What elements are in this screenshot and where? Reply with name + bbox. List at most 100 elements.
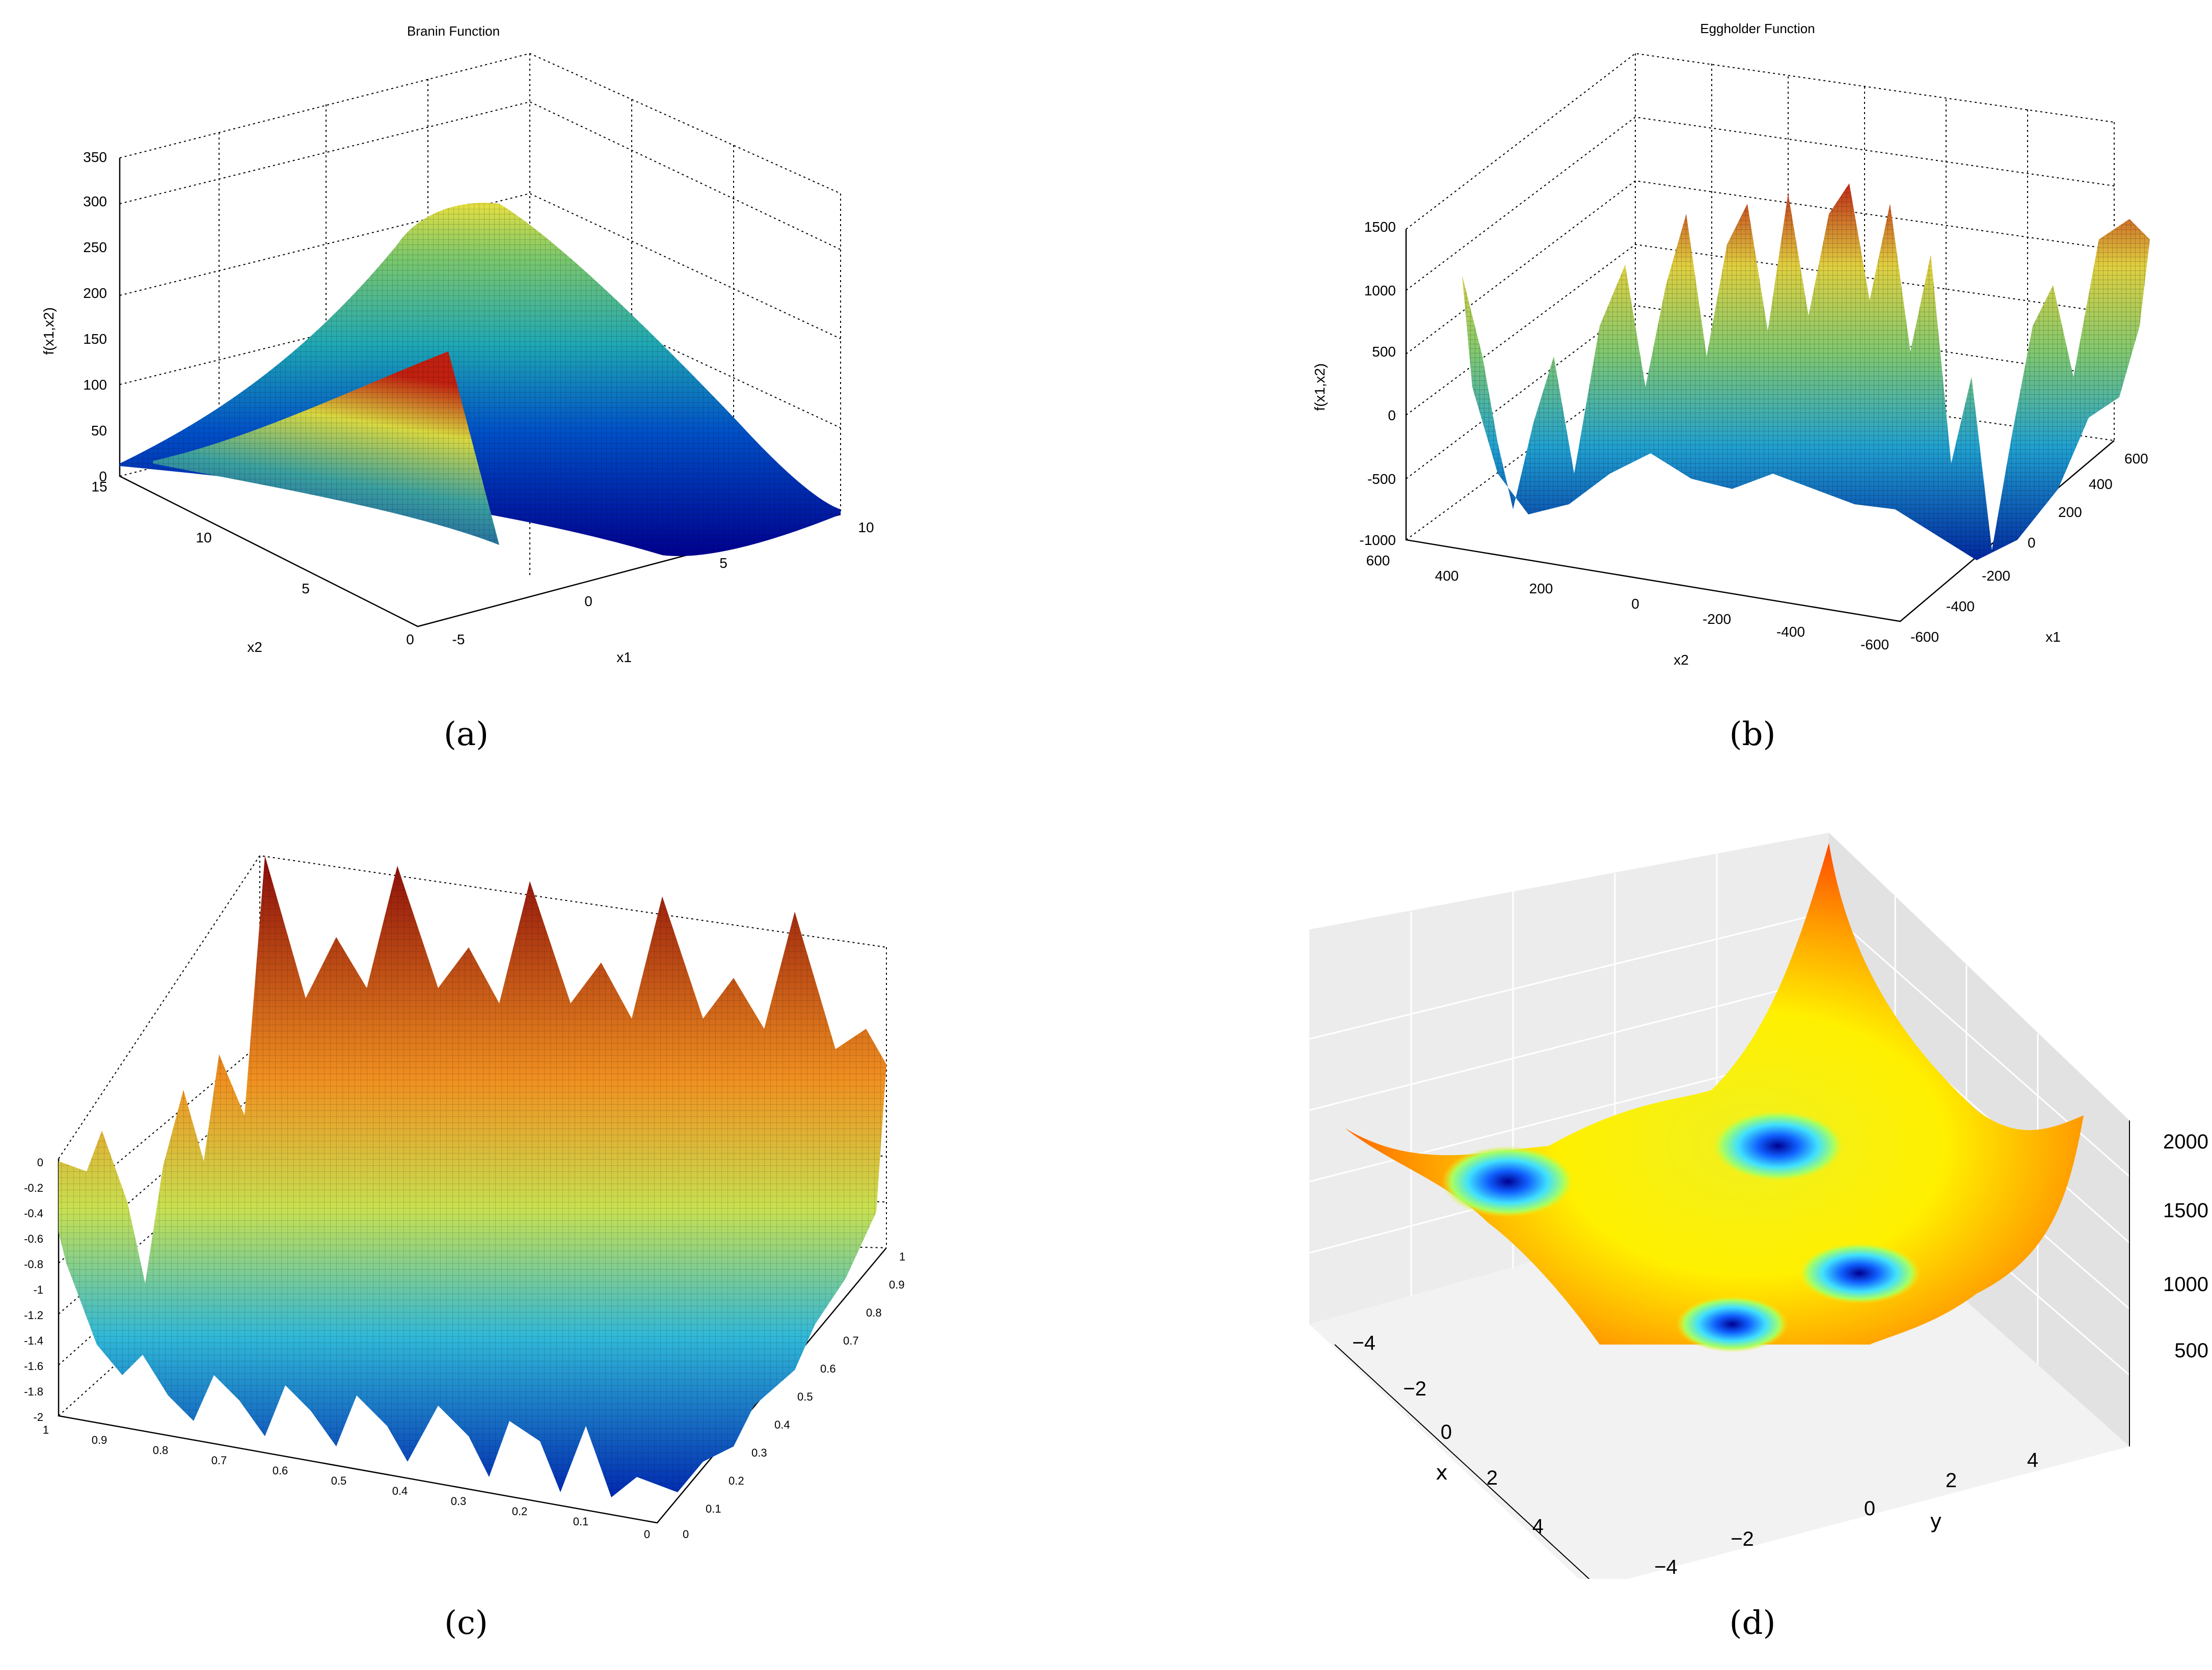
eggholder-ylabel: x2 xyxy=(1674,652,1689,668)
z-tick-label: -1.8 xyxy=(24,1385,43,1398)
x-tick-label: 4 xyxy=(1532,1515,1544,1538)
himmelblau-axes xyxy=(1334,1120,2130,1579)
y-tick-label: 0.9 xyxy=(889,1278,905,1291)
x-tick-label: 0.7 xyxy=(211,1454,227,1467)
z-tick-label: 1000 xyxy=(1364,283,1396,298)
caption-a: (a) xyxy=(443,716,489,753)
eggholder-zlabel: f(x1,x2) xyxy=(1312,363,1328,410)
eggcrate-xticks: 1 0.9 0.8 0.7 0.6 0.5 0.4 0.3 0.2 0.1 0 xyxy=(43,1423,650,1541)
caption-d: (d) xyxy=(1729,1604,1776,1642)
surface-minimum xyxy=(1676,1296,1788,1352)
branin-xlabel: x1 xyxy=(616,649,632,665)
z-tick-label: 0 xyxy=(37,1156,43,1169)
eggcrate-zticks: 0 -0.2 -0.4 -0.6 -0.8 -1 -1.2 -1.4 -1.6 … xyxy=(24,1156,43,1423)
z-tick-label: 1500 xyxy=(1364,219,1396,235)
x-tick-label: −4 xyxy=(1352,1332,1375,1354)
z-tick-label: 300 xyxy=(83,194,107,209)
x-tick-label: 0.3 xyxy=(451,1495,467,1508)
y-tick-label: 0.3 xyxy=(751,1446,767,1459)
eggcrate-svg: 0 -0.2 -0.4 -0.6 -0.8 -1 -1.2 -1.4 -1.6 … xyxy=(24,855,905,1541)
z-tick-label: 500 xyxy=(2174,1339,2208,1362)
z-tick-label: 200 xyxy=(83,285,107,301)
chart-himmelblau: 2000 1500 1000 500 −4 −2 0 2 4 −4 −2 0 2… xyxy=(1223,815,2212,1579)
y-tick-label: 0.4 xyxy=(774,1418,790,1431)
x-tick-label: 0.5 xyxy=(331,1474,347,1487)
z-tick-label: 350 xyxy=(83,149,107,165)
x2-tick-label: 10 xyxy=(196,530,211,545)
x1-tick-label: 200 xyxy=(2058,504,2082,520)
caption-c: (c) xyxy=(444,1604,488,1642)
branin-zticks: 0 50 100 150 200 250 300 350 xyxy=(83,149,107,484)
himmelblau-zticks: 2000 1500 1000 500 xyxy=(2163,1131,2208,1362)
himmelblau-xticks: −4 −2 0 2 4 xyxy=(1352,1332,1544,1538)
surface-minimum xyxy=(1798,1243,1921,1304)
x1-tick-label: 5 xyxy=(719,555,727,571)
x2-tick-label: 200 xyxy=(1529,581,1553,596)
branin-x1-ticks: -5 0 5 10 xyxy=(452,519,874,647)
x1-tick-label: -200 xyxy=(1982,568,2010,584)
z-tick-label: -1 xyxy=(33,1283,43,1296)
x-tick-label: 0.9 xyxy=(92,1434,107,1446)
z-tick-label: -1000 xyxy=(1359,532,1396,548)
x-tick-label: 0.4 xyxy=(392,1485,408,1497)
x1-tick-label: 600 xyxy=(2124,451,2148,467)
x-tick-label: 0 xyxy=(644,1528,650,1541)
surface-minimum xyxy=(1442,1146,1574,1217)
x1-tick-label: 0 xyxy=(2028,535,2036,551)
z-tick-label: -0.2 xyxy=(24,1182,43,1194)
z-tick-label: 0 xyxy=(1388,407,1396,423)
y-tick-label: 0.8 xyxy=(866,1306,882,1319)
y-tick-label: 0.6 xyxy=(820,1362,836,1375)
eggcrate-yticks: 0 0.1 0.2 0.3 0.4 0.5 0.6 0.7 0.8 0.9 1 xyxy=(683,1250,905,1541)
x1-tick-label: 0 xyxy=(584,593,592,609)
branin-zlabel: f(x1,x2) xyxy=(41,307,57,354)
x1-tick-label: 400 xyxy=(2089,476,2113,492)
z-tick-label: 500 xyxy=(1372,344,1396,360)
x2-tick-label: 600 xyxy=(1366,553,1390,568)
branin-ylabel: x2 xyxy=(247,639,262,655)
eggholder-surface xyxy=(1462,183,2150,560)
x2-tick-label: 15 xyxy=(91,479,107,495)
branin-surface xyxy=(120,203,841,556)
z-tick-label: 50 xyxy=(91,423,107,439)
himmelblau-ylabel: y xyxy=(1930,1510,1942,1533)
y-tick-label: 2 xyxy=(1946,1469,1957,1492)
eggholder-x2-ticks: 600 400 200 0 -200 -400 -600 xyxy=(1366,553,1889,652)
himmelblau-svg: 2000 1500 1000 500 −4 −2 0 2 4 −4 −2 0 2… xyxy=(1309,833,2208,1579)
z-tick-label: 2000 xyxy=(2163,1131,2208,1153)
x1-tick-label: -400 xyxy=(1946,598,1975,614)
x-tick-label: −2 xyxy=(1403,1378,1426,1400)
y-tick-label: 0 xyxy=(683,1528,689,1541)
z-tick-label: -1.6 xyxy=(24,1360,43,1373)
x2-tick-label: 0 xyxy=(1631,596,1639,612)
branin-svg: Branin Function 0 50 100 150 200 250 300… xyxy=(41,23,874,665)
x2-tick-label: -200 xyxy=(1703,611,1731,627)
x1-tick-label: -5 xyxy=(452,632,465,647)
x-tick-label: 0.6 xyxy=(273,1464,288,1477)
himmelblau-surface xyxy=(1345,843,2084,1352)
branin-title: Branin Function xyxy=(407,23,500,39)
eggcrate-surface xyxy=(59,856,886,1497)
himmelblau-xlabel: x xyxy=(1436,1461,1448,1485)
x2-tick-label: -400 xyxy=(1776,624,1805,640)
surface-minimum xyxy=(1712,1110,1844,1182)
y-tick-label: 0 xyxy=(1864,1497,1875,1520)
eggholder-x1-ticks: -600 -400 -200 0 200 400 600 xyxy=(1910,451,2148,645)
x-tick-label: 0.2 xyxy=(512,1505,528,1518)
z-tick-label: -0.8 xyxy=(24,1258,43,1271)
y-tick-label: 0.7 xyxy=(843,1334,859,1347)
x2-tick-label: 5 xyxy=(302,581,310,596)
eggholder-xlabel: x1 xyxy=(2045,629,2061,645)
eggholder-zticks: -1000 -500 0 500 1000 1500 xyxy=(1359,219,1396,548)
branin-x2-ticks: 0 5 10 15 xyxy=(91,479,414,647)
chart-branin: Branin Function 0 50 100 150 200 250 300… xyxy=(0,0,1019,713)
himmelblau-yticks: −4 −2 0 2 4 xyxy=(1654,1449,2038,1578)
y-tick-label: 0.1 xyxy=(706,1502,721,1515)
z-tick-label: 1000 xyxy=(2163,1273,2208,1296)
x-tick-label: 1 xyxy=(43,1423,49,1436)
x-tick-label: 0 xyxy=(1441,1421,1452,1443)
x-tick-label: 0.1 xyxy=(573,1515,589,1528)
y-tick-label: −2 xyxy=(1731,1528,1754,1550)
eggholder-title: Eggholder Function xyxy=(1700,21,1815,36)
z-tick-label: 0 xyxy=(99,469,107,484)
